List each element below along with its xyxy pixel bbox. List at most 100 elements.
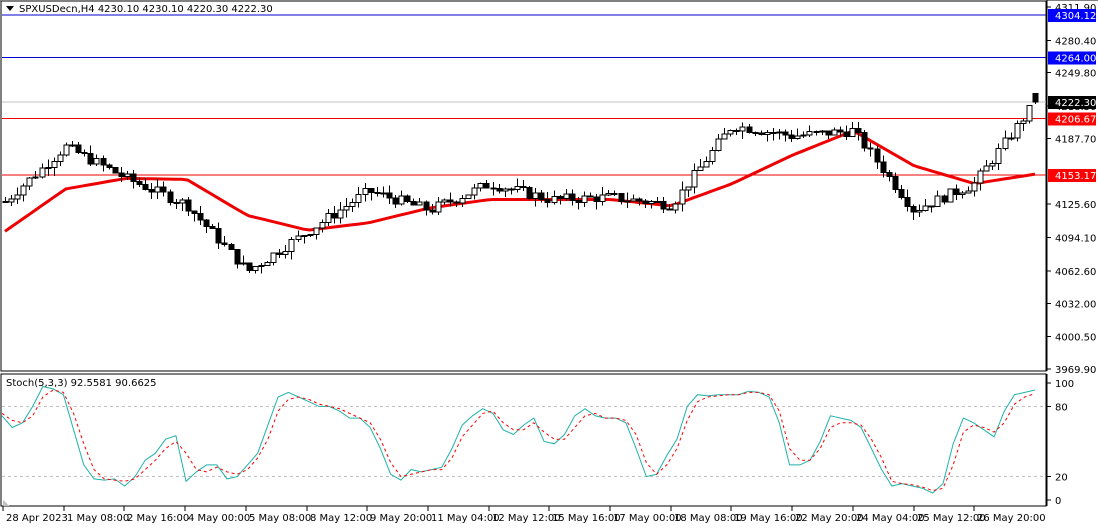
bearish-candle bbox=[160, 186, 167, 193]
time-label: 1 May 08:00 bbox=[67, 513, 129, 524]
bearish-candle bbox=[941, 195, 948, 203]
bullish-candle bbox=[800, 134, 807, 137]
bullish-candle bbox=[295, 235, 302, 241]
bearish-candle bbox=[557, 195, 564, 199]
bullish-candle bbox=[179, 199, 186, 204]
bearish-candle bbox=[453, 201, 460, 204]
bearish-candle bbox=[813, 131, 820, 134]
bearish-candle bbox=[136, 180, 143, 186]
level-price-tag bbox=[1048, 9, 1096, 23]
bearish-candle bbox=[618, 193, 625, 202]
bullish-candle bbox=[124, 173, 131, 177]
price-label: 4000.50 bbox=[1055, 333, 1096, 344]
bullish-candle bbox=[703, 161, 710, 168]
bearish-candle bbox=[331, 213, 338, 219]
bearish-candle bbox=[483, 182, 490, 189]
bullish-candle bbox=[691, 169, 698, 188]
horizontal-lines-layer bbox=[2, 14, 1046, 176]
time-label: 28 Apr 2023 bbox=[6, 513, 68, 524]
bullish-candle bbox=[977, 170, 984, 184]
time-label: 22 May 20:00 bbox=[795, 513, 864, 524]
bullish-candle bbox=[794, 135, 801, 139]
bearish-candle bbox=[752, 132, 759, 135]
stoch-signal-line bbox=[1, 389, 1036, 492]
bearish-candle bbox=[87, 152, 94, 165]
bullish-candle bbox=[337, 209, 344, 219]
bullish-candle bbox=[679, 189, 686, 205]
bullish-candle bbox=[551, 195, 558, 203]
bullish-candle bbox=[947, 188, 954, 203]
bullish-candle bbox=[715, 138, 722, 151]
bullish-candle bbox=[654, 200, 661, 203]
bullish-candle bbox=[416, 201, 423, 206]
bearish-candle bbox=[569, 193, 576, 202]
bullish-candle bbox=[362, 188, 369, 196]
bullish-candle bbox=[349, 202, 356, 207]
bearish-candle bbox=[429, 209, 436, 213]
bullish-candle bbox=[93, 158, 100, 165]
bearish-candle bbox=[593, 196, 600, 203]
level-price-tag-text: 4153.17 bbox=[1055, 171, 1096, 182]
time-label: 18 May 08:00 bbox=[674, 513, 743, 524]
bearish-candle bbox=[100, 158, 107, 166]
bullish-candle bbox=[1026, 104, 1033, 122]
bearish-candle bbox=[167, 191, 174, 203]
price-label: 4032.00 bbox=[1055, 299, 1096, 310]
bearish-candle bbox=[758, 132, 765, 136]
bearish-candle bbox=[788, 134, 795, 139]
bearish-candle bbox=[636, 198, 643, 202]
bullish-candle bbox=[465, 194, 472, 199]
bullish-candle bbox=[380, 192, 387, 195]
chart-menu-triangle-icon[interactable] bbox=[6, 6, 14, 11]
bullish-candle bbox=[20, 185, 27, 196]
bearish-candle bbox=[228, 244, 235, 250]
current-price-tag bbox=[1048, 95, 1096, 109]
bearish-candle bbox=[544, 199, 551, 203]
level-price-tag-text: 4206.67 bbox=[1055, 114, 1096, 125]
bearish-candle bbox=[215, 228, 222, 244]
bullish-candle bbox=[697, 166, 704, 171]
bullish-candle bbox=[270, 252, 277, 263]
bearish-candle bbox=[508, 188, 515, 191]
bearish-candle bbox=[496, 187, 503, 192]
time-label: 4 May 00:00 bbox=[188, 513, 250, 524]
time-label: 5 May 08:00 bbox=[249, 513, 311, 524]
stoch-axis[interactable]: 100 80 20 0 bbox=[1046, 374, 1074, 507]
time-label: 24 May 04:00 bbox=[856, 513, 925, 524]
bearish-candle bbox=[733, 129, 740, 132]
bullish-candle bbox=[514, 186, 521, 190]
bearish-candle bbox=[392, 197, 399, 205]
bearish-candle bbox=[880, 161, 887, 174]
bullish-candle bbox=[916, 210, 923, 213]
price-label: 4125.60 bbox=[1055, 200, 1096, 211]
bearish-candle bbox=[142, 184, 149, 190]
stoch-panel-frame bbox=[0, 373, 1047, 507]
bearish-candle bbox=[1008, 137, 1015, 140]
bearish-candle bbox=[81, 152, 88, 155]
bearish-candle bbox=[106, 164, 113, 169]
bearish-candle bbox=[660, 200, 667, 210]
time-label: 11 May 04:00 bbox=[431, 513, 500, 524]
bullish-candle bbox=[648, 201, 655, 205]
bullish-candle bbox=[343, 205, 350, 211]
bearish-candle bbox=[203, 219, 210, 227]
bearish-candle bbox=[234, 248, 241, 265]
price-axis[interactable]: 4311.904280.404249.804218.304187.704125.… bbox=[1046, 0, 1096, 376]
bearish-candle bbox=[374, 191, 381, 194]
bullish-candle bbox=[258, 264, 265, 268]
time-label: 2 May 16:00 bbox=[127, 513, 189, 524]
bearish-candle bbox=[404, 195, 411, 202]
bullish-candle bbox=[154, 186, 161, 193]
bearish-candle bbox=[191, 210, 198, 214]
bearish-candle bbox=[209, 225, 216, 230]
bullish-candle bbox=[819, 130, 826, 133]
bullish-candle bbox=[69, 144, 76, 147]
bullish-candle bbox=[721, 133, 728, 140]
time-axis[interactable]: 28 Apr 2023 1 May 08:002 May 16:004 May 0… bbox=[2, 506, 1046, 524]
bullish-candle bbox=[995, 147, 1002, 164]
bearish-candle bbox=[587, 195, 594, 198]
bullish-candle bbox=[471, 187, 478, 196]
bearish-candle bbox=[221, 242, 228, 246]
